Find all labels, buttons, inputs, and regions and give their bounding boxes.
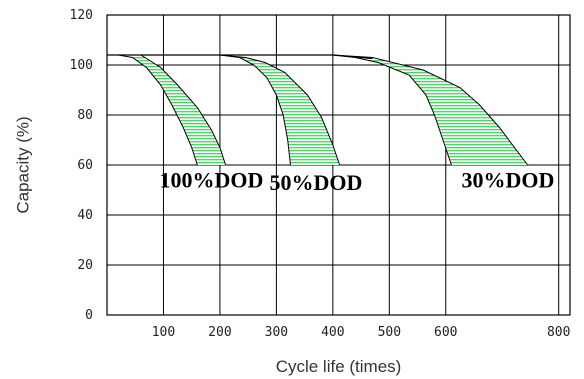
x-tick-label-200: 200 bbox=[208, 325, 231, 340]
annotation-50%DOD: 50%DOD bbox=[269, 170, 362, 195]
band-lower-edge-30%DOD bbox=[332, 54, 452, 166]
y-tick-label-20: 20 bbox=[77, 258, 93, 273]
y-tick-label-100: 100 bbox=[70, 58, 93, 73]
y-tick-label-120: 120 bbox=[70, 8, 93, 23]
dod-annotations: 100%DOD 50%DOD 30%DOD bbox=[160, 168, 555, 196]
y-tick-label-0: 0 bbox=[85, 308, 93, 323]
initial-capacity-line-end bbox=[332, 54, 373, 60]
band-upper-edge-50%DOD bbox=[219, 54, 341, 166]
y-axis-title: Capacity (%) bbox=[13, 116, 32, 213]
x-tick-label-300: 300 bbox=[265, 325, 288, 340]
y-tick-label-80: 80 bbox=[77, 108, 93, 123]
x-tick-label-400: 400 bbox=[321, 325, 344, 340]
capacity-bands bbox=[118, 54, 529, 166]
band-upper-edge-30%DOD bbox=[332, 54, 529, 166]
band-lower-edge-100%DOD bbox=[118, 54, 198, 166]
annotation-100%DOD: 100%DOD bbox=[160, 168, 264, 193]
band-50%DOD bbox=[219, 55, 340, 165]
y-tick-label-40: 40 bbox=[77, 208, 93, 223]
x-tick-label-100: 100 bbox=[152, 325, 175, 340]
band-100%DOD bbox=[118, 55, 226, 165]
y-tick-labels: 0 20 40 60 80 100 120 bbox=[70, 8, 93, 323]
plot-frame bbox=[106, 14, 571, 316]
annotation-30%DOD: 30%DOD bbox=[461, 168, 554, 193]
x-tick-label-600: 600 bbox=[434, 325, 457, 340]
x-tick-labels: 100 200 300 400 500 600 800 bbox=[152, 325, 571, 340]
initial-capacity-line bbox=[107, 54, 373, 60]
x-tick-label-800: 800 bbox=[547, 325, 570, 340]
y-tick-label-60: 60 bbox=[77, 158, 93, 173]
x-axis-title: Cycle life (times) bbox=[276, 357, 402, 376]
band-30%DOD bbox=[332, 55, 528, 165]
band-upper-edge-100%DOD bbox=[118, 54, 227, 166]
x-tick-label-500: 500 bbox=[378, 325, 401, 340]
band-lower-edge-50%DOD bbox=[219, 54, 292, 166]
